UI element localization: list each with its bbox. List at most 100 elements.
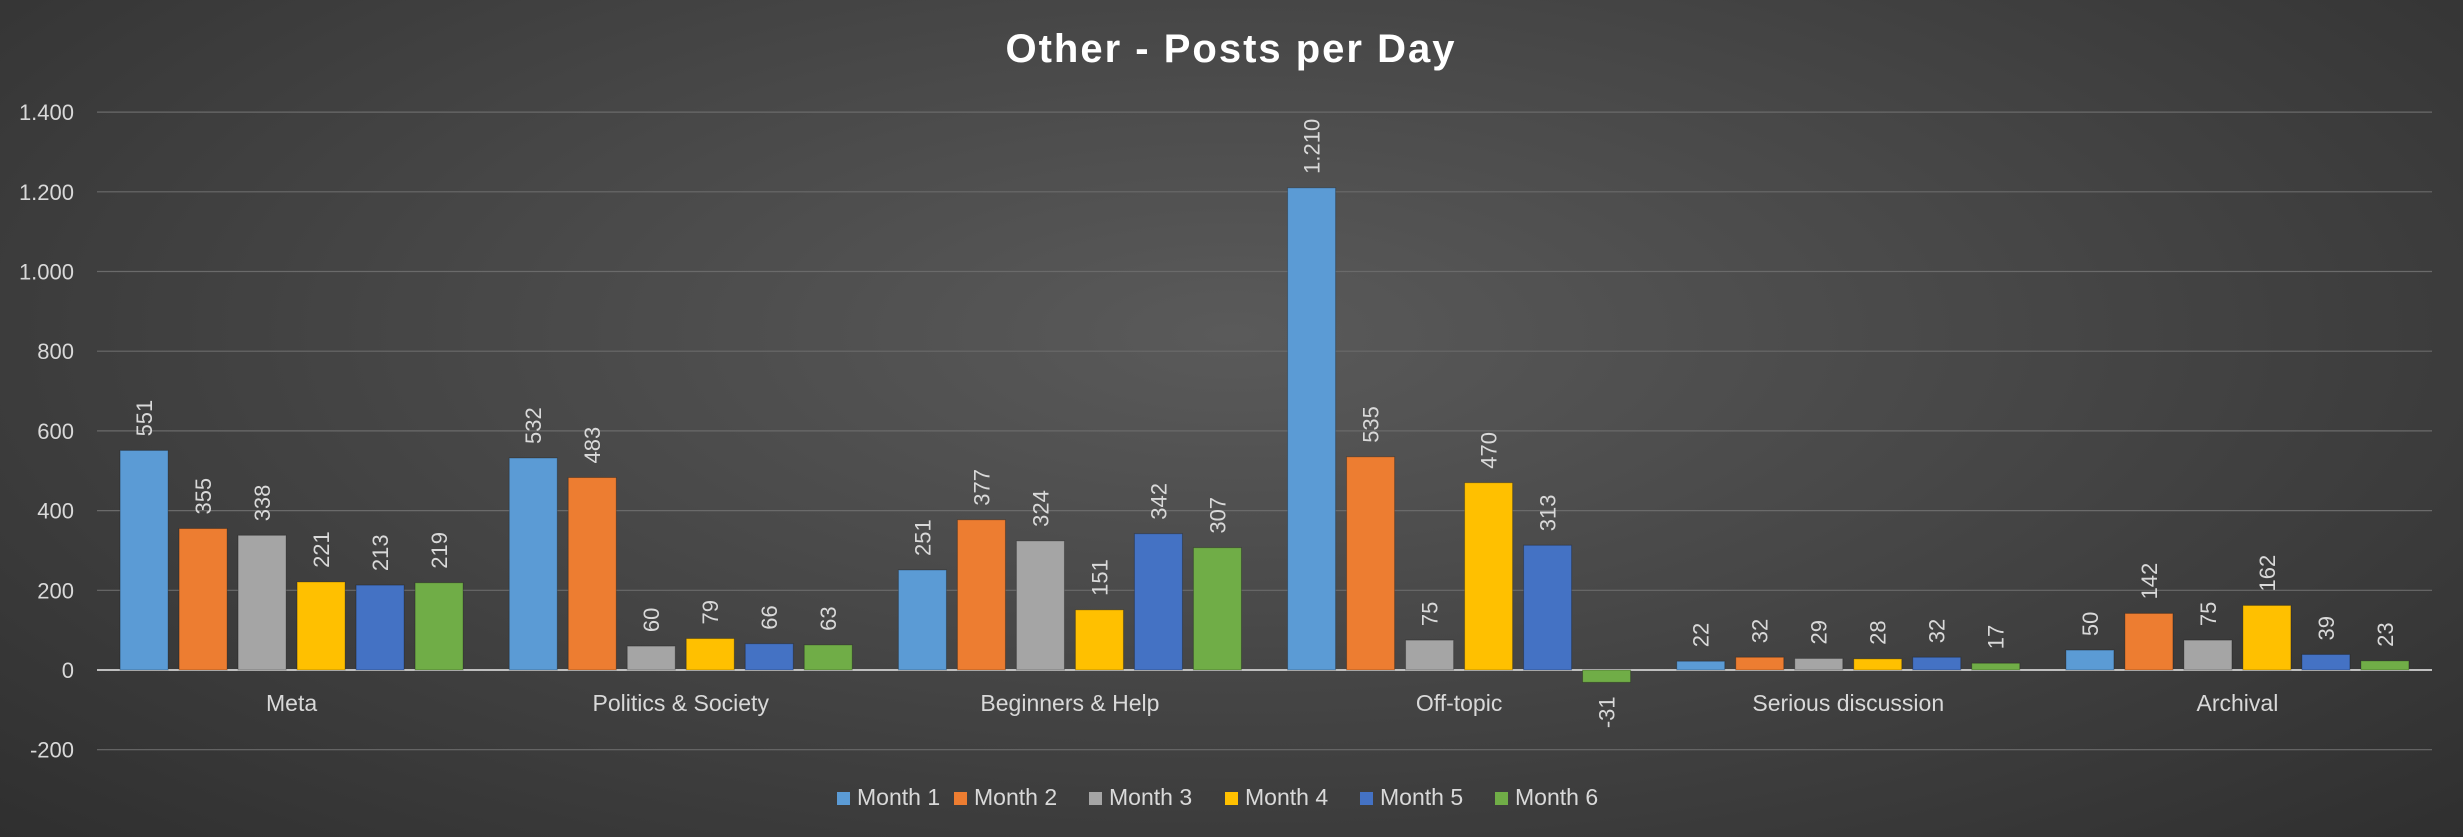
legend-swatch [1089, 792, 1102, 805]
legend: Month 1 Month 2 Month 3 Month 4 Month 5 Month… [837, 784, 1598, 810]
chart-title: Other - Posts per Day [1005, 27, 1456, 71]
bar [119, 449, 169, 671]
legend-swatch [1360, 792, 1373, 805]
legend-swatch [954, 792, 967, 805]
data-label: 338 [250, 485, 275, 522]
y-tick-label: 200 [37, 578, 74, 603]
bar [178, 528, 228, 671]
data-label: 535 [1359, 406, 1384, 443]
data-label: 32 [1748, 619, 1773, 643]
data-label: 66 [757, 605, 782, 629]
data-label: 28 [1866, 620, 1891, 644]
data-label: 221 [309, 531, 334, 568]
y-tick-label: 0 [62, 658, 74, 683]
data-label: 324 [1028, 490, 1053, 527]
data-label: 29 [1807, 620, 1832, 644]
data-label: 532 [521, 407, 546, 444]
bar [1074, 609, 1124, 671]
data-label: 342 [1146, 483, 1171, 520]
bar [803, 644, 853, 671]
data-label: 355 [191, 478, 216, 515]
bar [1405, 639, 1455, 671]
bar [237, 534, 287, 671]
data-label: 251 [910, 519, 935, 556]
x-category-label: Meta [266, 690, 317, 716]
x-category-label: Politics & Society [593, 690, 770, 716]
data-label: 219 [427, 532, 452, 569]
data-label: 63 [816, 606, 841, 630]
bar [1853, 658, 1903, 671]
bar [2242, 604, 2292, 671]
data-label: 377 [969, 469, 994, 506]
data-label: 79 [698, 600, 723, 624]
data-label: 75 [1418, 602, 1443, 626]
legend-label: Month 1 [857, 784, 940, 810]
bar [2360, 660, 2410, 671]
y-tick-label: 1.400 [19, 100, 74, 125]
bar [1794, 657, 1844, 671]
bar [1015, 540, 1065, 671]
y-tick-label: 400 [37, 499, 74, 524]
data-label: 313 [1536, 495, 1561, 532]
data-label: 483 [580, 427, 605, 464]
bar [2065, 649, 2115, 671]
bar [1912, 656, 1962, 671]
bar [508, 457, 558, 671]
data-label: 551 [132, 400, 157, 437]
x-axis-categories: Meta Politics & Society Beginners & Help Of… [266, 690, 2278, 716]
gridlines [97, 111, 2432, 751]
y-axis-ticks: -200 0 200 400 600 800 1.000 1.200 1.400 [19, 100, 74, 763]
legend-swatch [1495, 792, 1508, 805]
x-category-label: Serious discussion [1752, 690, 1944, 716]
data-label: 75 [2196, 602, 2221, 626]
data-label: 50 [2078, 612, 2103, 636]
bar [1464, 482, 1514, 671]
y-tick-label: 600 [37, 419, 74, 444]
data-label: 17 [1984, 625, 2009, 649]
bar [1735, 656, 1785, 671]
data-label: 142 [2137, 563, 2162, 600]
data-label: 39 [2314, 616, 2339, 640]
data-label: 307 [1205, 497, 1230, 534]
bar [1971, 662, 2021, 671]
bar [1346, 456, 1396, 671]
bar [744, 643, 794, 671]
legend-swatch [1225, 792, 1238, 805]
data-label: 1.210 [1300, 119, 1325, 174]
x-category-label: Beginners & Help [980, 690, 1159, 716]
bar [1287, 187, 1337, 671]
data-label: 32 [1925, 619, 1950, 643]
data-label: 162 [2255, 555, 2280, 592]
legend-label: Month 6 [1515, 784, 1598, 810]
legend-label: Month 4 [1245, 784, 1328, 810]
data-label: 60 [639, 608, 664, 632]
bar [2183, 639, 2233, 671]
bar [956, 519, 1006, 671]
data-label: -31 [1595, 696, 1620, 728]
y-tick-label: -200 [30, 738, 74, 763]
legend-swatch [837, 792, 850, 805]
data-label: 151 [1087, 559, 1112, 596]
bar [1676, 660, 1726, 671]
bar [685, 638, 735, 671]
bar [1582, 669, 1632, 683]
y-tick-label: 1.200 [19, 180, 74, 205]
data-label: 23 [2373, 622, 2398, 646]
y-tick-label: 1.000 [19, 260, 74, 285]
bar [897, 569, 947, 671]
data-labels: 551 355 338 221 213 219 532 483 60 79 66 63 251 377 32… [132, 119, 2398, 728]
legend-label: Month 3 [1109, 784, 1192, 810]
bar [1192, 547, 1242, 671]
data-label: 22 [1689, 623, 1714, 647]
bar [296, 581, 346, 671]
x-category-label: Archival [2197, 690, 2279, 716]
bar [2124, 612, 2174, 671]
bars [119, 187, 2410, 683]
data-label: 213 [368, 534, 393, 571]
y-tick-label: 800 [37, 339, 74, 364]
bar [355, 584, 405, 671]
bar [1133, 533, 1183, 671]
data-label: 470 [1477, 432, 1502, 469]
bar [2301, 653, 2351, 671]
